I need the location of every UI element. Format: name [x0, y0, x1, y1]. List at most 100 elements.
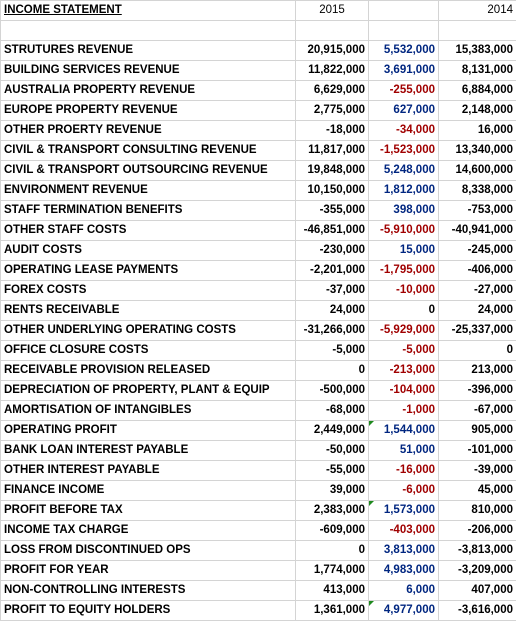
value-2014-cell[interactable]: -245,000 [438, 240, 516, 261]
variance-cell[interactable]: 1,573,000 [368, 500, 439, 521]
row-label-cell[interactable]: AUDIT COSTS [0, 240, 296, 261]
variance-header-cell[interactable] [368, 0, 439, 21]
variance-cell[interactable]: -104,000 [368, 380, 439, 401]
value-2014-cell[interactable]: -67,000 [438, 400, 516, 421]
row-label-cell[interactable]: OTHER PROERTY REVENUE [0, 120, 296, 141]
value-2014-cell[interactable]: 14,600,000 [438, 160, 516, 181]
row-label-cell[interactable]: CIVIL & TRANSPORT OUTSOURCING REVENUE [0, 160, 296, 181]
value-2014-cell[interactable]: 2,148,000 [438, 100, 516, 121]
value-2015-cell[interactable]: -500,000 [295, 380, 369, 401]
empty-cell[interactable] [295, 20, 369, 41]
value-2014-cell[interactable]: 213,000 [438, 360, 516, 381]
variance-cell[interactable]: 4,977,000 [368, 600, 439, 621]
value-2014-cell[interactable]: 8,131,000 [438, 60, 516, 81]
variance-cell[interactable]: -5,929,000 [368, 320, 439, 341]
value-2015-cell[interactable]: -230,000 [295, 240, 369, 261]
variance-cell[interactable]: -5,000 [368, 340, 439, 361]
value-2014-cell[interactable]: -27,000 [438, 280, 516, 301]
variance-cell[interactable]: 627,000 [368, 100, 439, 121]
row-label-cell[interactable]: OFFICE CLOSURE COSTS [0, 340, 296, 361]
value-2015-cell[interactable]: -2,201,000 [295, 260, 369, 281]
value-2015-cell[interactable]: -37,000 [295, 280, 369, 301]
row-label-cell[interactable]: INCOME TAX CHARGE [0, 520, 296, 541]
value-2015-cell[interactable]: -355,000 [295, 200, 369, 221]
variance-cell[interactable]: -1,000 [368, 400, 439, 421]
row-label-cell[interactable]: CIVIL & TRANSPORT CONSULTING REVENUE [0, 140, 296, 161]
row-label-cell[interactable]: LOSS FROM DISCONTINUED OPS [0, 540, 296, 561]
value-2015-cell[interactable]: -5,000 [295, 340, 369, 361]
value-2014-cell[interactable]: -3,209,000 [438, 560, 516, 581]
row-label-cell[interactable]: OTHER UNDERLYING OPERATING COSTS [0, 320, 296, 341]
value-2014-cell[interactable]: -25,337,000 [438, 320, 516, 341]
row-label-cell[interactable]: BUILDING SERVICES REVENUE [0, 60, 296, 81]
variance-cell[interactable]: 15,000 [368, 240, 439, 261]
value-2015-cell[interactable]: 10,150,000 [295, 180, 369, 201]
row-label-cell[interactable]: OPERATING PROFIT [0, 420, 296, 441]
row-label-cell[interactable]: AUSTRALIA PROPERTY REVENUE [0, 80, 296, 101]
year-prior-cell[interactable]: 2014 [438, 0, 516, 21]
variance-cell[interactable]: -1,523,000 [368, 140, 439, 161]
variance-cell[interactable]: -403,000 [368, 520, 439, 541]
value-2015-cell[interactable]: 1,361,000 [295, 600, 369, 621]
row-label-cell[interactable]: NON-CONTROLLING INTERESTS [0, 580, 296, 601]
value-2015-cell[interactable]: -609,000 [295, 520, 369, 541]
empty-cell[interactable] [438, 20, 516, 41]
row-label-cell[interactable]: OTHER STAFF COSTS [0, 220, 296, 241]
value-2014-cell[interactable]: 0 [438, 340, 516, 361]
variance-cell[interactable]: 4,983,000 [368, 560, 439, 581]
value-2014-cell[interactable]: -206,000 [438, 520, 516, 541]
variance-cell[interactable]: 5,532,000 [368, 40, 439, 61]
value-2015-cell[interactable]: 39,000 [295, 480, 369, 501]
value-2015-cell[interactable]: 2,449,000 [295, 420, 369, 441]
value-2015-cell[interactable]: -50,000 [295, 440, 369, 461]
value-2015-cell[interactable]: 0 [295, 360, 369, 381]
value-2014-cell[interactable]: 16,000 [438, 120, 516, 141]
variance-cell[interactable]: 398,000 [368, 200, 439, 221]
value-2014-cell[interactable]: -396,000 [438, 380, 516, 401]
value-2015-cell[interactable]: 2,775,000 [295, 100, 369, 121]
row-label-cell[interactable]: FOREX COSTS [0, 280, 296, 301]
variance-cell[interactable]: 6,000 [368, 580, 439, 601]
empty-cell[interactable] [368, 20, 439, 41]
row-label-cell[interactable]: PROFIT BEFORE TAX [0, 500, 296, 521]
empty-cell[interactable] [0, 20, 296, 41]
value-2014-cell[interactable]: -40,941,000 [438, 220, 516, 241]
row-label-cell[interactable]: STRUTURES REVENUE [0, 40, 296, 61]
value-2015-cell[interactable]: 11,817,000 [295, 140, 369, 161]
variance-cell[interactable]: -10,000 [368, 280, 439, 301]
row-label-cell[interactable]: EUROPE PROPERTY REVENUE [0, 100, 296, 121]
value-2014-cell[interactable]: 15,383,000 [438, 40, 516, 61]
value-2014-cell[interactable]: -101,000 [438, 440, 516, 461]
variance-cell[interactable]: 3,813,000 [368, 540, 439, 561]
variance-cell[interactable]: -6,000 [368, 480, 439, 501]
value-2014-cell[interactable]: 45,000 [438, 480, 516, 501]
value-2015-cell[interactable]: 413,000 [295, 580, 369, 601]
row-label-cell[interactable]: RENTS RECEIVABLE [0, 300, 296, 321]
row-label-cell[interactable]: OTHER INTEREST PAYABLE [0, 460, 296, 481]
row-label-cell[interactable]: AMORTISATION OF INTANGIBLES [0, 400, 296, 421]
value-2014-cell[interactable]: 6,884,000 [438, 80, 516, 101]
variance-cell[interactable]: -255,000 [368, 80, 439, 101]
variance-cell[interactable]: -5,910,000 [368, 220, 439, 241]
value-2014-cell[interactable]: -39,000 [438, 460, 516, 481]
value-2014-cell[interactable]: -3,813,000 [438, 540, 516, 561]
value-2015-cell[interactable]: -55,000 [295, 460, 369, 481]
year-current-cell[interactable]: 2015 [295, 0, 369, 21]
variance-cell[interactable]: 51,000 [368, 440, 439, 461]
value-2015-cell[interactable]: -46,851,000 [295, 220, 369, 241]
value-2015-cell[interactable]: -31,266,000 [295, 320, 369, 341]
value-2015-cell[interactable]: -68,000 [295, 400, 369, 421]
value-2014-cell[interactable]: 407,000 [438, 580, 516, 601]
value-2015-cell[interactable]: 20,915,000 [295, 40, 369, 61]
variance-cell[interactable]: 1,544,000 [368, 420, 439, 441]
row-label-cell[interactable]: OPERATING LEASE PAYMENTS [0, 260, 296, 281]
value-2015-cell[interactable]: 24,000 [295, 300, 369, 321]
row-label-cell[interactable]: PROFIT FOR YEAR [0, 560, 296, 581]
value-2015-cell[interactable]: -18,000 [295, 120, 369, 141]
variance-cell[interactable]: -34,000 [368, 120, 439, 141]
variance-cell[interactable]: 3,691,000 [368, 60, 439, 81]
row-label-cell[interactable]: PROFIT TO EQUITY HOLDERS [0, 600, 296, 621]
value-2014-cell[interactable]: 8,338,000 [438, 180, 516, 201]
value-2015-cell[interactable]: 11,822,000 [295, 60, 369, 81]
variance-cell[interactable]: -1,795,000 [368, 260, 439, 281]
